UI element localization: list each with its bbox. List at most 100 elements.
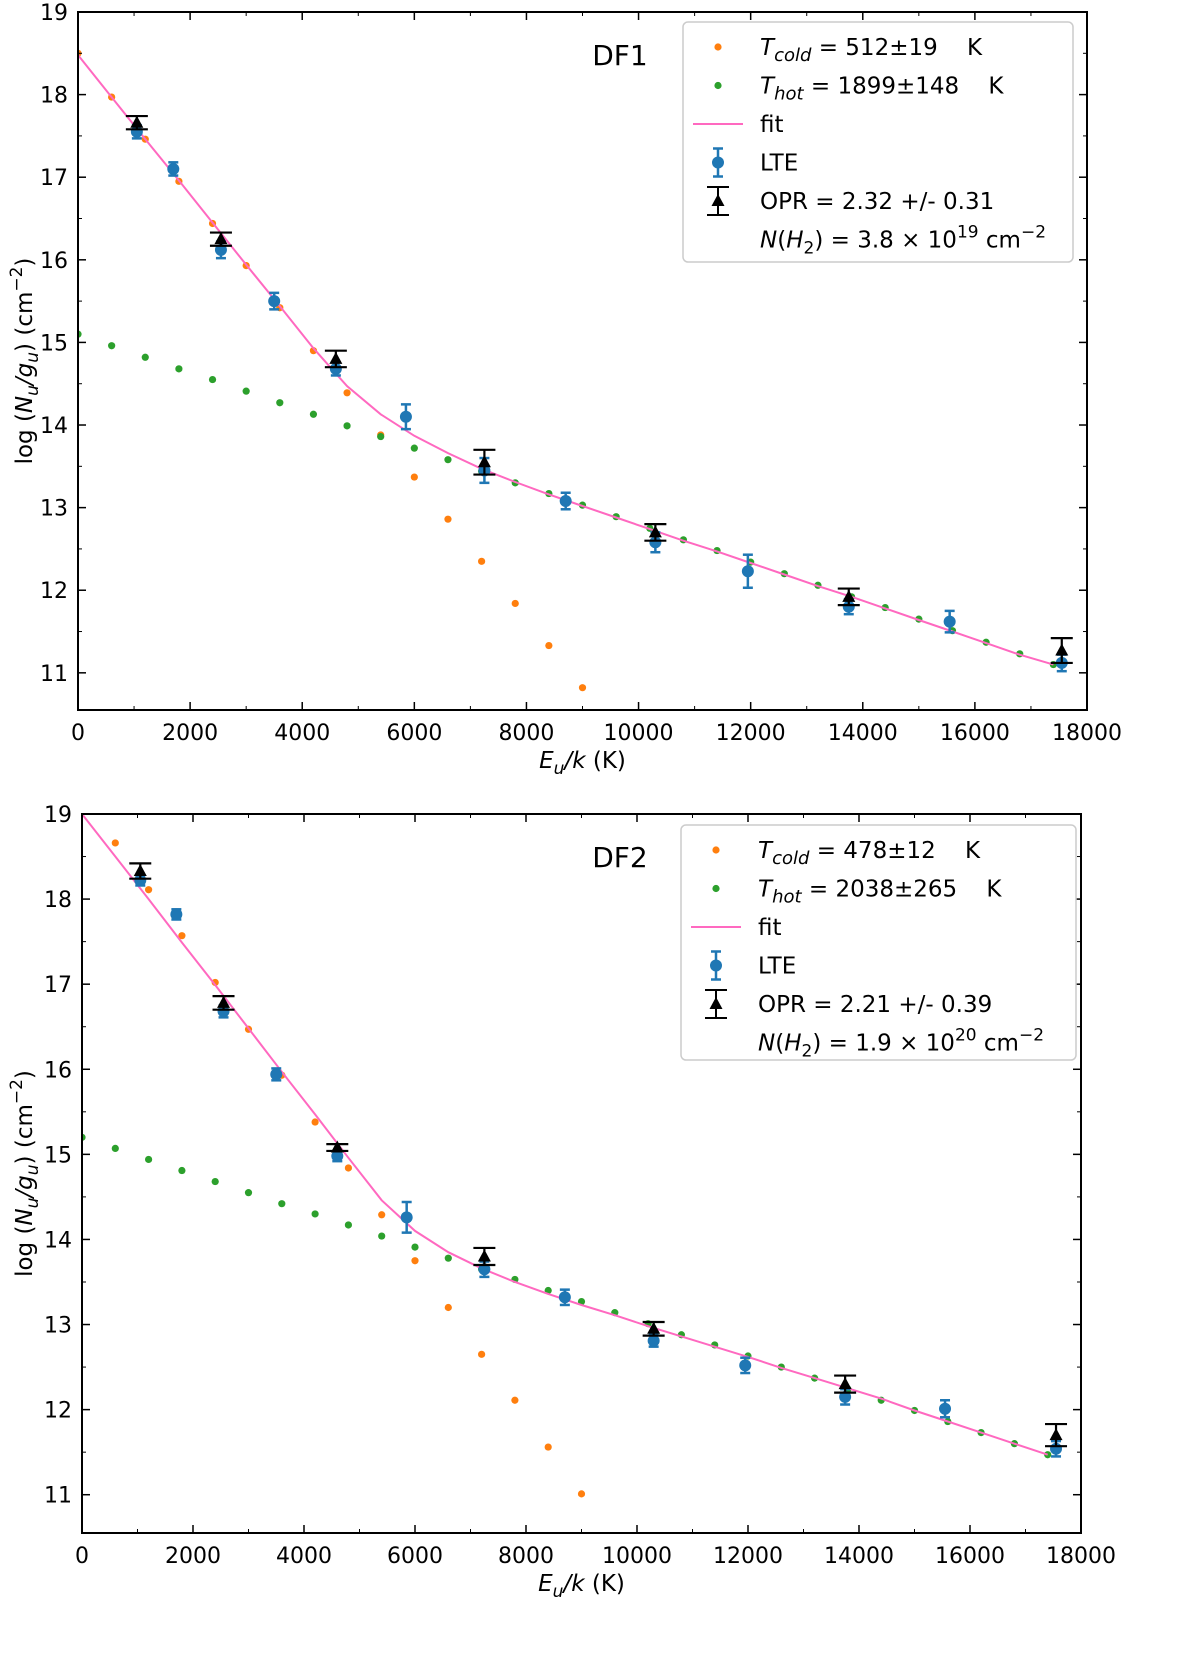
data-point bbox=[343, 422, 351, 430]
x-tick-label: 0 bbox=[75, 1544, 89, 1569]
x-tick-label: 16000 bbox=[935, 1544, 1005, 1569]
opr-marker bbox=[329, 351, 343, 364]
data-point bbox=[145, 1155, 153, 1164]
errorbar-point bbox=[741, 553, 754, 589]
data-point bbox=[343, 389, 351, 397]
legend-item-col: N(H2) = 1.9 × 1020 cm−2 bbox=[758, 1026, 1044, 1062]
x-axis-label: Eu/k (K) bbox=[538, 1571, 625, 1602]
data-point bbox=[108, 342, 116, 350]
legend-item-opr: OPR = 2.32 +/- 0.31 bbox=[707, 186, 994, 216]
y-tick-label: 17 bbox=[40, 166, 68, 191]
data-point bbox=[242, 387, 250, 395]
errorbar-point bbox=[167, 161, 180, 177]
hot-marker bbox=[712, 884, 720, 893]
lte-marker bbox=[943, 615, 956, 628]
y-tick-label: 12 bbox=[40, 579, 68, 604]
errorbar-point bbox=[399, 403, 412, 431]
lte-marker bbox=[167, 162, 180, 175]
x-tick-label: 8000 bbox=[498, 1544, 554, 1569]
x-tick-label: 14000 bbox=[824, 1544, 894, 1569]
opr-marker bbox=[217, 995, 231, 1008]
errorbar-point bbox=[559, 491, 572, 511]
x-tick-label: 0 bbox=[71, 721, 85, 746]
errorbar-point bbox=[837, 587, 860, 607]
errorbar-point bbox=[268, 291, 281, 311]
data-point bbox=[244, 1189, 253, 1197]
x-tick-label: 18000 bbox=[1052, 721, 1122, 746]
opr-marker bbox=[330, 1140, 344, 1153]
x-tick-label: 18000 bbox=[1046, 1544, 1116, 1569]
panel-title: DF1 bbox=[592, 39, 647, 72]
data-point bbox=[411, 1243, 419, 1251]
legend-item-cold: Tcold = 512±19 K bbox=[714, 35, 983, 66]
errorbar-point bbox=[644, 523, 667, 542]
legend-label: LTE bbox=[760, 151, 798, 177]
lte-marker bbox=[478, 1263, 491, 1276]
data-point bbox=[444, 456, 452, 464]
lte-marker bbox=[170, 908, 183, 921]
errorbar-point bbox=[270, 1067, 283, 1082]
lte-marker bbox=[739, 1359, 752, 1372]
data-point bbox=[511, 599, 519, 608]
data-point bbox=[545, 641, 553, 650]
errorbar-point bbox=[170, 908, 183, 921]
data-point bbox=[309, 410, 318, 418]
lte-marker bbox=[268, 295, 281, 308]
data-point bbox=[278, 1200, 286, 1208]
lte-marker bbox=[399, 410, 412, 423]
plot-area bbox=[82, 814, 1068, 1498]
lte-marker bbox=[939, 1402, 952, 1415]
y-tick-label: 19 bbox=[44, 803, 72, 828]
y-tick-label: 18 bbox=[40, 84, 68, 109]
lte-marker bbox=[741, 565, 754, 578]
y-tick-label: 13 bbox=[44, 1314, 72, 1339]
data-point bbox=[578, 684, 587, 692]
lte-marker bbox=[839, 1390, 852, 1403]
ticks: 0 2000 4000 6000 8000 10000 12000 14000 16000 180… bbox=[44, 803, 1116, 1569]
errorbar-point bbox=[331, 1149, 344, 1163]
data-point bbox=[175, 365, 183, 373]
legend-item-col: N(H2) = 3.8 × 1019 cm−2 bbox=[760, 223, 1046, 259]
errorbar-point bbox=[324, 349, 347, 369]
legend-label: fit bbox=[758, 915, 782, 941]
series-t-cold bbox=[111, 839, 586, 1498]
x-tick-label: 4000 bbox=[276, 1544, 332, 1569]
y-tick-label: 12 bbox=[44, 1399, 72, 1424]
errorbar-point bbox=[642, 1320, 665, 1337]
errorbar-point bbox=[473, 448, 496, 476]
opr-marker bbox=[838, 1377, 852, 1390]
legend-box bbox=[682, 21, 1074, 263]
data-point bbox=[544, 1443, 552, 1451]
data-point bbox=[478, 1350, 486, 1358]
x-tick-label: 2000 bbox=[162, 721, 218, 746]
x-tick-label: 10000 bbox=[602, 1544, 672, 1569]
errorbar-point bbox=[400, 1200, 413, 1234]
legend-label: OPR = 2.21 +/- 0.39 bbox=[758, 992, 992, 1018]
legend: Tcold = 478±12 K Thot = 2038±265 K fit LTE O… bbox=[680, 824, 1077, 1062]
lte-marker bbox=[217, 1005, 230, 1018]
data-point bbox=[311, 1210, 319, 1218]
errorbar-point bbox=[1050, 637, 1073, 665]
opr-marker bbox=[709, 997, 723, 1009]
legend-label: OPR = 2.32 +/- 0.31 bbox=[760, 189, 994, 215]
x-tick-label: 14000 bbox=[828, 721, 898, 746]
legend-label: Thot = 2038±265 K bbox=[758, 877, 1002, 908]
errorbar-point bbox=[209, 231, 232, 247]
legend-label: Tcold = 478±12 K bbox=[758, 838, 981, 869]
data-point bbox=[377, 432, 385, 441]
data-point bbox=[1044, 1451, 1052, 1459]
data-point bbox=[141, 353, 149, 361]
legend-label: Tcold = 512±19 K bbox=[760, 35, 983, 66]
legend-item-hot: Thot = 1899±148 K bbox=[714, 74, 1004, 105]
data-point bbox=[478, 557, 486, 565]
y-tick-label: 16 bbox=[40, 249, 68, 274]
lte-marker bbox=[712, 156, 724, 169]
data-point bbox=[378, 1232, 386, 1240]
lte-marker bbox=[331, 1150, 344, 1163]
y-axis-label: log (Nu/gu) (cm−2) bbox=[7, 258, 43, 465]
data-point bbox=[444, 515, 452, 523]
lte-marker bbox=[647, 1334, 660, 1347]
lte-marker bbox=[214, 243, 227, 256]
series-lte bbox=[134, 874, 1063, 1458]
y-tick-label: 15 bbox=[40, 331, 68, 356]
